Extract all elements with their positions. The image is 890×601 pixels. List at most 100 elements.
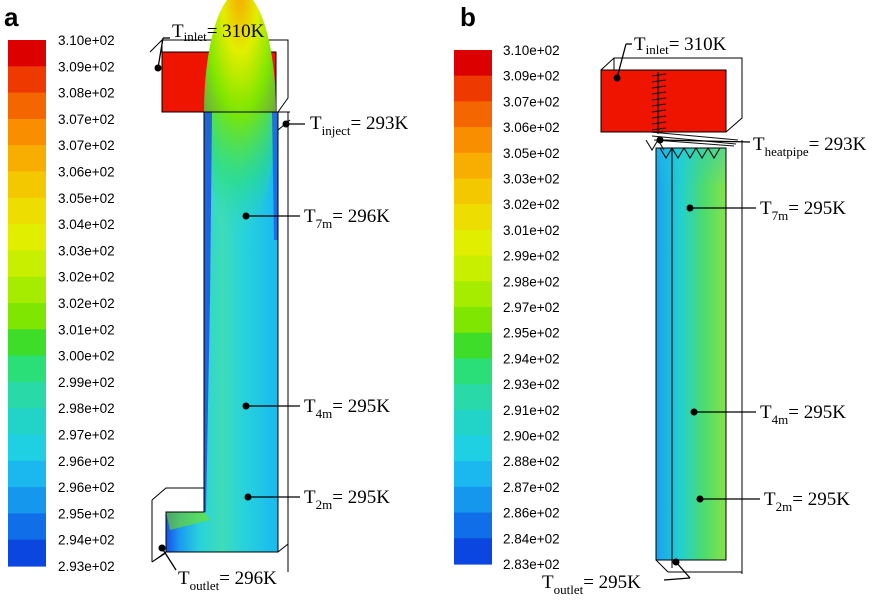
colorbar-swatch: [8, 539, 46, 567]
colorbar-tick-label: 2.86e+02: [503, 506, 560, 521]
colorbar-a: 3.10e+02 3.09e+02 3.08e+02 3.07e+02 3.07e+02…: [8, 33, 115, 574]
label-a-inlet: Tinlet= 310K: [172, 21, 265, 44]
colorbar-tick-label: 3.03e+02: [503, 172, 560, 187]
colorbar-tick-label: 2.98e+02: [58, 401, 115, 416]
colorbar-swatch: [8, 92, 46, 120]
colorbar-swatch: [8, 303, 46, 330]
label-b-4m: T4m= 295K: [760, 402, 846, 427]
colorbar-swatch: [8, 487, 46, 514]
colorbar-swatch: [454, 127, 492, 154]
label-b-heatpipe: Theatpipe= 293K: [753, 134, 867, 159]
colorbar-swatch: [8, 66, 46, 94]
colorbar-swatch: [454, 101, 492, 128]
colorbar-swatch: [8, 381, 46, 409]
colorbar-tick-label: 3.05e+02: [58, 191, 115, 206]
colorbar-swatch: [454, 538, 492, 565]
colorbar-swatch: [8, 118, 46, 146]
label-a-7m: T7m= 296K: [304, 206, 390, 231]
colorbar-tick-label: 2.87e+02: [503, 480, 560, 495]
colorbar-swatch: [454, 50, 492, 77]
probe-points-a: [154, 64, 290, 552]
colorbar-swatch: [454, 512, 492, 539]
colorbar-swatch: [8, 329, 46, 357]
label-b-7m: T7m= 295K: [760, 198, 846, 223]
colorbar-swatch: [8, 40, 46, 67]
colorbar-tick-label: 3.01e+02: [58, 322, 115, 337]
colorbar-b: 3.10e+02 3.09e+02 3.07e+02 3.06e+02 3.05e+02…: [454, 43, 560, 572]
colorbar-tick-label: 3.02e+02: [58, 270, 115, 285]
colorbar-swatch: [8, 197, 46, 225]
colorbar-tick-label: 2.93e+02: [503, 377, 560, 392]
colorbar-tick-label: 2.83e+02: [503, 557, 560, 572]
colorbar-tick-label: 2.96e+02: [58, 480, 115, 495]
colorbar-tick-label: 3.01e+02: [503, 223, 560, 238]
colorbar-swatch: [454, 281, 492, 308]
colorbar-tick-label: 3.06e+02: [503, 120, 560, 135]
colorbar-tick-label: 2.96e+02: [58, 454, 115, 469]
colorbar-swatch: [454, 204, 492, 231]
colorbar-swatch: [454, 409, 492, 437]
colorbar-tick-label: 3.09e+02: [58, 59, 115, 74]
panel-a-label: a: [4, 2, 19, 32]
panel-b: b 3.10e+02 3.09e+02 3.07e+02 3.06e+02 3.05e+…: [454, 2, 743, 574]
label-a-inject: Tinject= 293K: [310, 113, 408, 138]
panel-b-label: b: [460, 2, 476, 32]
colorbar-swatch: [8, 434, 46, 462]
colorbar-tick-label: 3.02e+02: [503, 197, 560, 212]
colorbar-swatch: [454, 358, 492, 385]
annotations-b: [616, 43, 760, 581]
colorbar-tick-label: 3.06e+02: [58, 165, 115, 180]
colorbar-tick-label: 2.94e+02: [503, 351, 560, 366]
label-b-2m: T2m= 295K: [764, 489, 850, 514]
colorbar-tick-label: 2.93e+02: [58, 559, 115, 574]
colorbar-tick-label: 3.05e+02: [503, 146, 560, 161]
colorbar-tick-label: 2.95e+02: [58, 506, 115, 521]
colorbar-swatch: [454, 75, 492, 102]
colorbar-swatch: [454, 461, 492, 488]
colorbar-tick-label: 3.02e+02: [58, 296, 115, 311]
colorbar-swatch: [454, 384, 492, 411]
colorbar-tick-label: 3.00e+02: [58, 349, 115, 364]
colorbar-swatch: [454, 152, 492, 180]
colorbar-tick-label: 2.91e+02: [503, 403, 560, 418]
label-b-outlet: Toutlet= 295K: [542, 572, 641, 597]
colorbar-swatch: [8, 224, 46, 251]
colorbar-tick-label: 2.84e+02: [503, 531, 560, 546]
colorbar-swatch: [454, 229, 492, 257]
colorbar-tick-label: 2.95e+02: [503, 326, 560, 341]
probe-points-b: [613, 74, 704, 566]
colorbar-swatch: [8, 408, 46, 436]
colorbar-tick-label: 3.09e+02: [503, 69, 560, 84]
panel-a: a 3.10e+02 3.09e+02 3.08e+02 3.07e+02 3.07e+…: [4, 0, 291, 574]
colorbar-swatch: [454, 178, 492, 205]
label-a-outlet: Toutlet= 296K: [178, 568, 277, 593]
colorbar-tick-label: 3.04e+02: [58, 217, 115, 232]
temperature-field-b: [656, 148, 726, 560]
label-a-2m: T2m= 295K: [304, 487, 390, 512]
colorbar-tick-label: 3.08e+02: [58, 86, 115, 101]
heatpipe-coil: [645, 72, 739, 160]
colorbar-swatch: [8, 276, 46, 304]
colorbar-swatch: [454, 307, 492, 334]
colorbar-swatch: [454, 486, 492, 514]
colorbar-tick-label: 2.88e+02: [503, 454, 560, 469]
colorbar-swatch: [8, 513, 46, 541]
colorbar-tick-label: 2.90e+02: [503, 429, 560, 444]
colorbar-tick-label: 3.10e+02: [58, 33, 115, 48]
label-b-inlet: Tinlet= 310K: [634, 34, 727, 57]
colorbar-swatch: [8, 145, 46, 173]
colorbar-tick-label: 3.07e+02: [503, 94, 560, 109]
colorbar-tick-label: 2.98e+02: [503, 274, 560, 289]
colorbar-swatch: [454, 435, 492, 462]
colorbar-swatch: [8, 250, 46, 278]
colorbar-tick-label: 3.07e+02: [58, 112, 115, 127]
colorbar-swatch: [8, 355, 46, 383]
colorbar-tick-label: 2.99e+02: [503, 249, 560, 264]
colorbar-tick-label: 3.03e+02: [58, 243, 115, 258]
colorbar-swatch: [454, 332, 492, 359]
colorbar-swatch: [454, 255, 492, 282]
colorbar-tick-label: 3.07e+02: [58, 138, 115, 153]
colorbar-tick-label: 2.97e+02: [503, 300, 560, 315]
colorbar-swatch: [8, 460, 46, 488]
